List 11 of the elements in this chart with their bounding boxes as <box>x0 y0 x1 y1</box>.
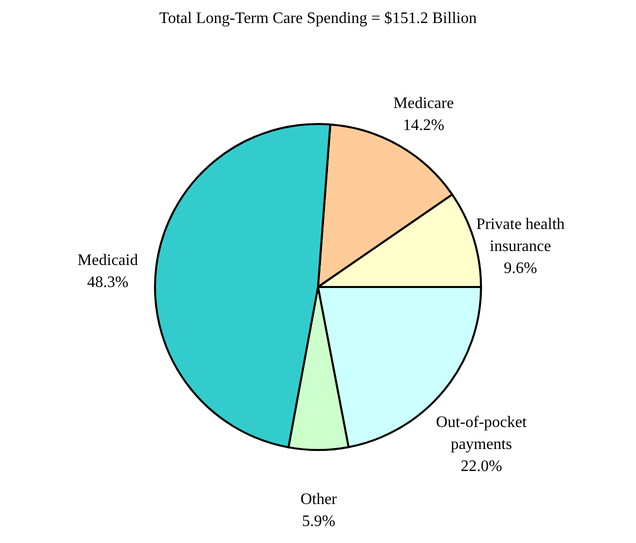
slice-label: Other <box>300 491 338 508</box>
data-label: 9.6% <box>504 260 538 278</box>
data-label: 22.0% <box>460 458 502 476</box>
data-label: 5.9% <box>302 513 336 530</box>
data-label: 48.3% <box>87 274 128 291</box>
slice-label: Out-of-pocket payments <box>436 414 528 454</box>
slice-label: Medicaid <box>78 252 138 269</box>
slice-label: Medicare <box>393 95 454 112</box>
data-label: 14.2% <box>402 117 444 134</box>
slice-label: Private health insurance <box>476 216 565 256</box>
chart-title: Total Long-Term Care Spending = $151.2 Billion <box>159 10 477 27</box>
